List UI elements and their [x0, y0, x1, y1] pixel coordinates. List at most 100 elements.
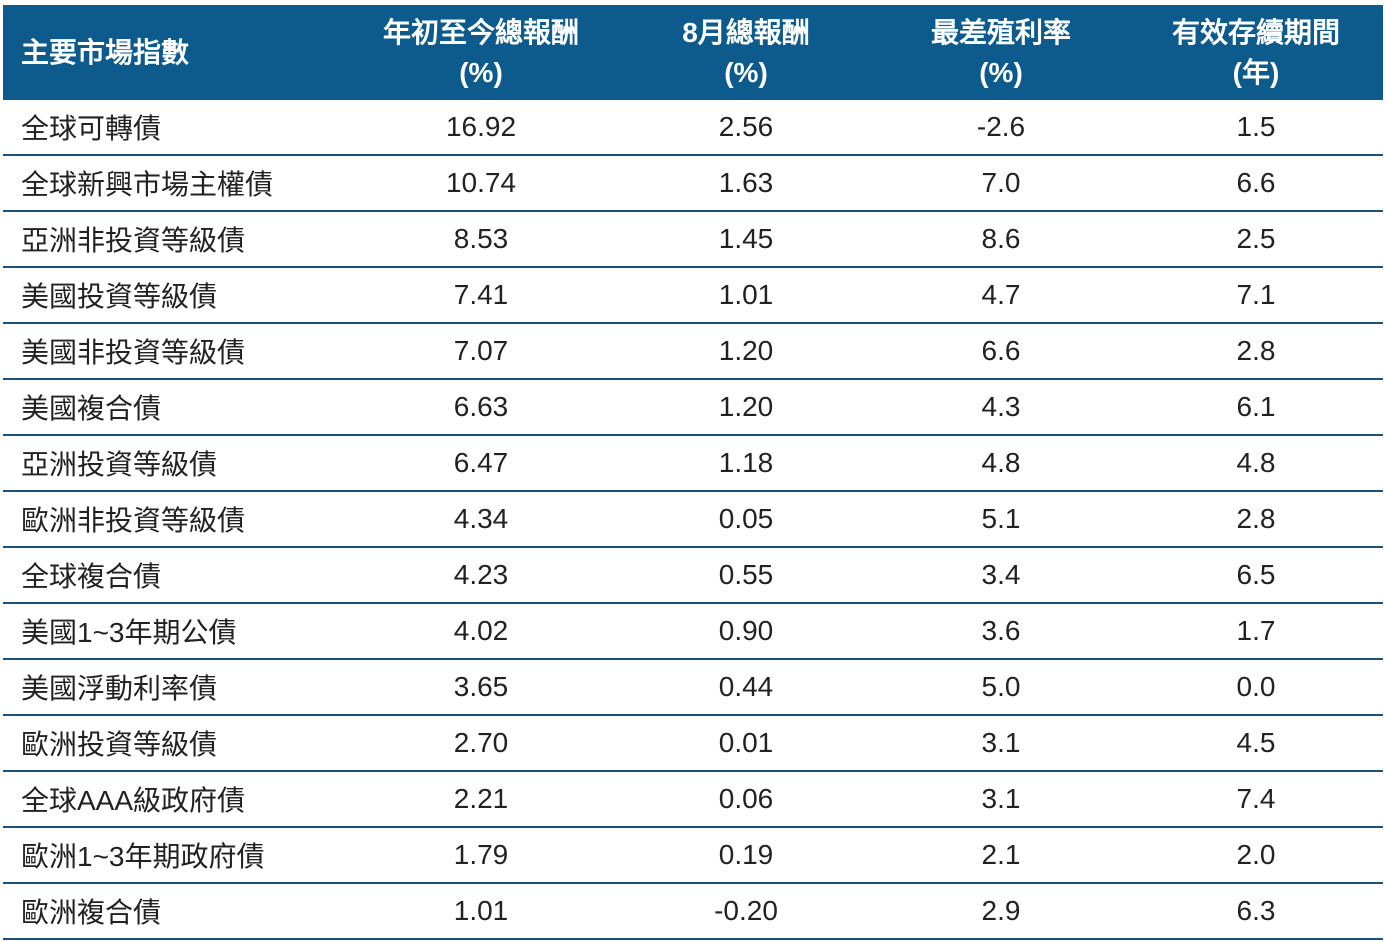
table-cell: 4.7 — [981, 279, 1021, 310]
table-cell: 美國複合債 — [21, 393, 162, 424]
table-cell: 美國非投資等級債 — [21, 337, 246, 368]
table-cell: 0.19 — [718, 839, 774, 870]
table-cell: 2.1 — [981, 839, 1021, 870]
table-cell: 0.55 — [718, 559, 774, 590]
table-cell: 6.1 — [1236, 391, 1276, 422]
header-cell: 8月總報酬 (%) — [611, 5, 881, 100]
table-cell: 亞洲非投資等級債 — [21, 225, 246, 256]
header-text: 主要市場指數 — [21, 36, 190, 68]
row-separator — [3, 882, 1383, 884]
table-cell: 2.0 — [1236, 839, 1276, 870]
table-cell: 2.21 — [453, 783, 509, 814]
row-separator — [3, 714, 1383, 716]
table-cell: 4.02 — [453, 615, 509, 646]
table-cell: 16.92 — [445, 111, 517, 142]
table-cell: -2.6 — [976, 111, 1026, 142]
table-cell: 8.6 — [981, 223, 1021, 254]
table-cell: 7.41 — [453, 279, 509, 310]
table-cell: 6.63 — [453, 391, 509, 422]
table-cell: 1.20 — [718, 391, 774, 422]
table-cell: 全球AAA級政府債 — [21, 785, 246, 816]
table-cell: 美國1~3年期公債 — [21, 617, 237, 648]
row-separator — [3, 938, 1383, 940]
table-cell: 1.5 — [1236, 111, 1276, 142]
table-cell: 8.53 — [453, 223, 509, 254]
header-cell: 有效存續期間 (年) — [1121, 5, 1385, 100]
row-separator — [3, 770, 1383, 772]
table-cell: 6.5 — [1236, 559, 1276, 590]
table-cell: 2.8 — [1236, 335, 1276, 366]
table-cell: 1.45 — [718, 223, 774, 254]
table-cell: 3.1 — [981, 783, 1021, 814]
row-separator — [3, 490, 1383, 492]
row-separator — [3, 378, 1383, 380]
table-cell: 2.9 — [981, 895, 1021, 926]
table: 主要市場指數 年初至今總報酬 (%) 8月總報酬 (%) 最差殖利率 (%) 有效存續期間 (年… — [3, 5, 1383, 940]
table-cell: 4.23 — [453, 559, 509, 590]
table-cell: 6.3 — [1236, 895, 1276, 926]
row-separator — [3, 266, 1383, 268]
row-separator — [3, 322, 1383, 324]
table-cell: 3.65 — [453, 671, 509, 702]
table-cell: 歐洲複合債 — [21, 897, 162, 928]
table-cell: 全球可轉債 — [21, 113, 162, 144]
table-cell: 1.18 — [718, 447, 774, 478]
table-cell: 1.01 — [453, 895, 509, 926]
row-separator — [3, 602, 1383, 604]
header-text: (%) — [459, 56, 503, 88]
row-separator — [3, 826, 1383, 828]
row-separator — [3, 154, 1383, 156]
table-cell: 0.01 — [718, 727, 774, 758]
table-cell: 4.5 — [1236, 727, 1276, 758]
table-cell: 2.5 — [1236, 223, 1276, 254]
table-cell: 1.7 — [1236, 615, 1276, 646]
table-cell: 2.8 — [1236, 503, 1276, 534]
header-cell: 主要市場指數 — [21, 5, 351, 100]
table-cell: 7.0 — [981, 167, 1021, 198]
table-cell: 0.90 — [718, 615, 774, 646]
table-cell: 0.05 — [718, 503, 774, 534]
table-cell: 0.0 — [1236, 671, 1276, 702]
table-cell: 10.74 — [445, 167, 517, 198]
table-cell: 歐洲非投資等級債 — [21, 505, 246, 536]
table-cell: 0.06 — [718, 783, 774, 814]
table-cell: 4.8 — [1236, 447, 1276, 478]
row-separator — [3, 210, 1383, 212]
table-cell: 5.1 — [981, 503, 1021, 534]
header-cell: 年初至今總報酬 (%) — [351, 5, 611, 100]
table-cell: 1.79 — [453, 839, 509, 870]
table-cell: 5.0 — [981, 671, 1021, 702]
table-cell: 0.44 — [718, 671, 774, 702]
table-cell: 歐洲投資等級債 — [21, 729, 218, 760]
row-separator — [3, 658, 1383, 660]
table-cell: 2.70 — [453, 727, 509, 758]
table-cell: -0.20 — [714, 895, 778, 926]
table-cell: 美國浮動利率債 — [21, 673, 218, 704]
table-cell: 歐洲1~3年期政府債 — [21, 841, 265, 872]
header-cell: 最差殖利率 (%) — [881, 5, 1121, 100]
table-cell: 全球新興市場主權債 — [21, 169, 274, 200]
table-cell: 2.56 — [718, 111, 774, 142]
table-cell: 6.6 — [981, 335, 1021, 366]
table-cell: 亞洲投資等級債 — [21, 449, 218, 480]
table-cell: 4.8 — [981, 447, 1021, 478]
header-text: (年) — [1232, 56, 1280, 88]
header-text: 年初至今總報酬 — [382, 16, 579, 48]
table-cell: 7.4 — [1236, 783, 1276, 814]
table-cell: 6.6 — [1236, 167, 1276, 198]
table-cell: 1.63 — [718, 167, 774, 198]
table-cell: 6.47 — [453, 447, 509, 478]
header-text: 最差殖利率 — [930, 16, 1071, 48]
header-bar — [3, 5, 1383, 100]
table-cell: 3.4 — [981, 559, 1021, 590]
table-cell: 美國投資等級債 — [21, 281, 218, 312]
table-cell: 1.01 — [718, 279, 774, 310]
table-cell: 1.20 — [718, 335, 774, 366]
table-cell: 4.34 — [453, 503, 509, 534]
table-cell: 3.1 — [981, 727, 1021, 758]
table-cell: 全球複合債 — [21, 561, 162, 592]
table-cell: 4.3 — [981, 391, 1021, 422]
table-cell: 7.07 — [453, 335, 509, 366]
header-text: (%) — [724, 56, 768, 88]
